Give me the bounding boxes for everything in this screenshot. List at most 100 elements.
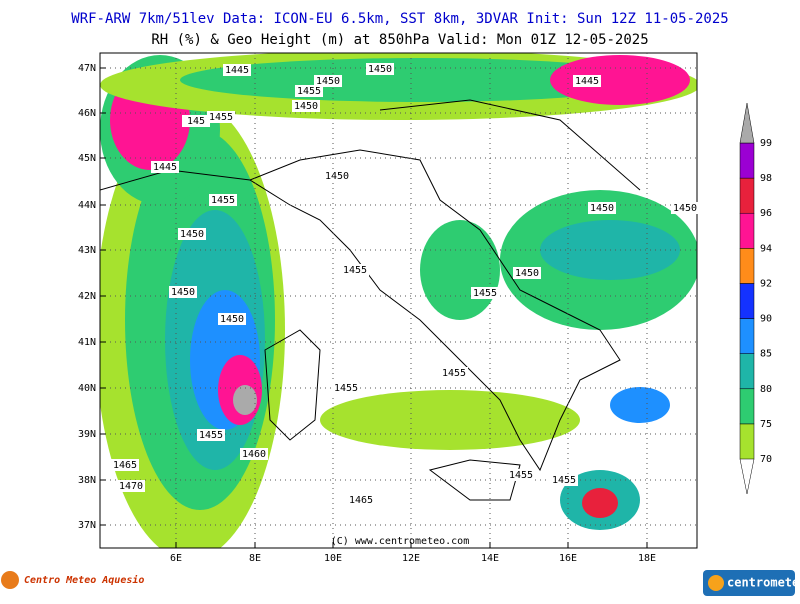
logo-left: [1, 571, 19, 589]
contour-label: 145: [187, 116, 205, 127]
contour-label-bg: [151, 161, 179, 173]
colorbar-label: 85: [760, 349, 772, 360]
lat-label: 41N: [78, 337, 96, 348]
lon-label: 10E: [324, 553, 342, 564]
contour-label-bg: [550, 474, 578, 486]
lat-label: 46N: [78, 108, 96, 119]
contour-label-bg: [314, 75, 342, 87]
contour-label: 1450: [171, 287, 195, 298]
lat-label: 43N: [78, 245, 96, 256]
contour-label: 1455: [297, 86, 321, 97]
contour-label: 1450: [180, 229, 204, 240]
contour-label: 1465: [349, 495, 373, 506]
contour-label-bg: [341, 264, 369, 276]
colorbar-box: [739, 353, 755, 390]
contour-label: 1455: [334, 383, 358, 394]
contour-label: 1455: [199, 430, 223, 441]
colorbar-box: [739, 142, 755, 179]
map: [99, 52, 698, 549]
colorbar-box: [739, 248, 755, 284]
contour-label: 1450: [673, 203, 697, 214]
colorbar-box: [739, 423, 755, 460]
lon-label: 6E: [170, 553, 182, 564]
lon-label: 14E: [481, 553, 499, 564]
credit: (C) www.centrometeo.com: [331, 536, 469, 547]
contour-label: 1455: [442, 368, 466, 379]
contour-label-bg: [218, 313, 246, 325]
colorbar-label: 96: [760, 208, 772, 219]
colorbar-label: 90: [760, 314, 772, 325]
colorbar-box: [739, 388, 755, 425]
contour-label-bg: [295, 85, 323, 97]
contour-label: 1450: [325, 171, 349, 182]
contour-label: 1465: [113, 460, 137, 471]
colorbar-box: [739, 283, 755, 319]
lon-label: 16E: [559, 553, 577, 564]
colorbar-box: [739, 318, 755, 354]
contour-label-bg: [223, 64, 251, 76]
contour-label: 1455: [211, 195, 235, 206]
logo-right-bg: [703, 570, 795, 596]
lat-label: 47N: [78, 63, 96, 74]
contour-label: 1455: [473, 288, 497, 299]
lat-label: 40N: [78, 383, 96, 394]
title-line-2: RH (%) & Geo Height (m) at 850hPa Valid:…: [151, 32, 648, 48]
contour-label: 1445: [575, 76, 599, 87]
contour-label-bg: [178, 228, 206, 240]
contour-label: 1450: [368, 64, 392, 75]
footer-right: centrometeo: [727, 576, 800, 590]
colorbar-label: 92: [760, 278, 772, 289]
colorbar-box: [739, 212, 755, 249]
logo-right: [708, 575, 724, 591]
contour-label: 1445: [225, 65, 249, 76]
contour-label-bg: [207, 111, 235, 123]
contour-label-bg: [588, 202, 616, 214]
contour-label-bg: [347, 494, 375, 506]
contour-label-bg: [111, 459, 139, 471]
contour-label: 1450: [294, 101, 318, 112]
contour-label-bg: [182, 115, 210, 127]
contour-label-bg: [366, 63, 394, 75]
contour-label: 1450: [515, 268, 539, 279]
contour-label: 1460: [242, 449, 266, 460]
colorbar-label: 75: [760, 419, 772, 430]
contour-label: 1455: [552, 475, 576, 486]
contour-label-bg: [117, 480, 145, 492]
contour-label-bg: [440, 367, 468, 379]
colorbar-over: [739, 102, 755, 144]
colorbar-label: 70: [760, 454, 772, 465]
lon-label: 12E: [402, 553, 420, 564]
contour-label-bg: [471, 287, 499, 299]
colorbar-label: 98: [760, 173, 772, 184]
lat-label: 39N: [78, 429, 96, 440]
contour-label: 1470: [119, 481, 143, 492]
colorbar-box: [739, 177, 755, 214]
contour-label-bg: [209, 194, 237, 206]
lat-label: 44N: [78, 200, 96, 211]
contour-label-bg: [513, 267, 541, 279]
contour-label: 1450: [590, 203, 614, 214]
contour-label: 1455: [509, 470, 533, 481]
contour-label-bg: [292, 100, 320, 112]
colorbar-label: 94: [760, 243, 772, 254]
contour-label: 1455: [209, 112, 233, 123]
colorbar-under: [739, 458, 755, 495]
contour-label-bg: [671, 202, 699, 214]
contour-label-bg: [573, 75, 601, 87]
contour-label-bg: [507, 469, 535, 481]
contour-label-bg: [197, 429, 225, 441]
lat-label: 37N: [78, 520, 96, 531]
lat-label: 45N: [78, 153, 96, 164]
contour-label: 1450: [316, 76, 340, 87]
footer-left: Centro Meteo Aquesio: [24, 574, 144, 586]
lon-label: 8E: [249, 553, 261, 564]
colorbar-label: 99: [760, 138, 772, 149]
contour-label-bg: [169, 286, 197, 298]
colorbar-label: 80: [760, 384, 772, 395]
title-line-1: WRF-ARW 7km/51lev Data: ICON-EU 6.5km, S…: [71, 11, 728, 27]
contour-label: 1455: [343, 265, 367, 276]
contour-label-bg: [240, 448, 268, 460]
contour-label-bg: [332, 382, 360, 394]
contour-label-bg: [323, 170, 351, 182]
